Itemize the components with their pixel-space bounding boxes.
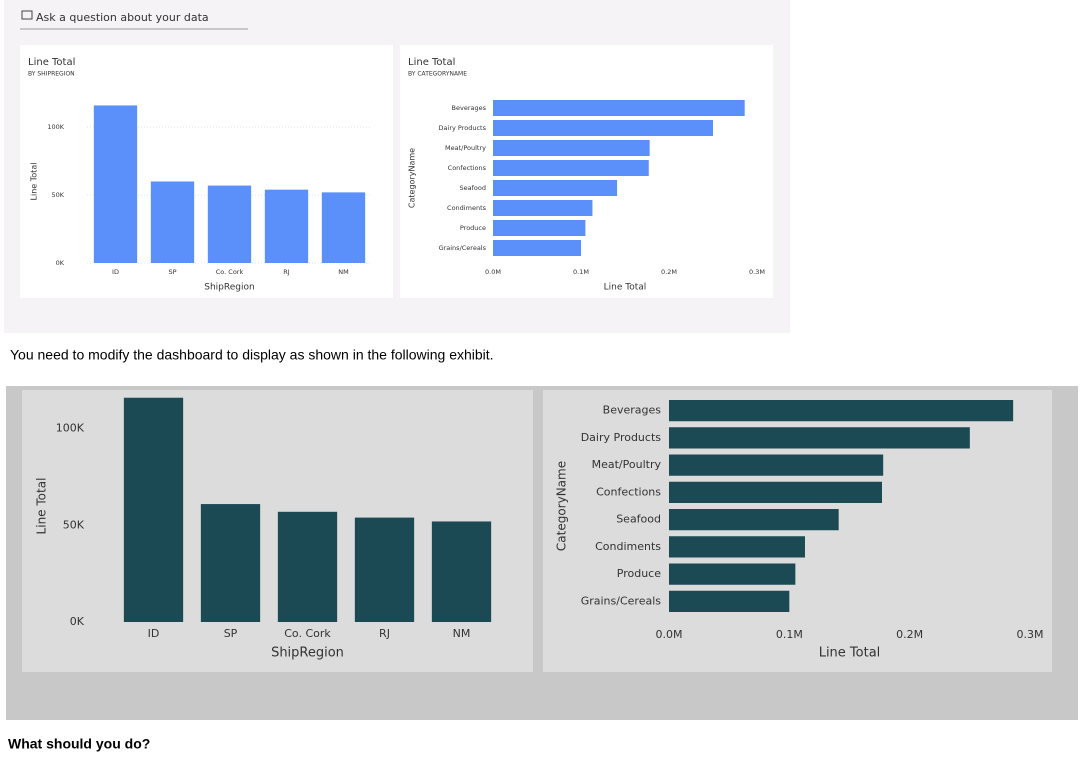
y-tick-label: Condiments [447,204,487,212]
bar [493,200,593,216]
bar [669,563,796,585]
x-tick-label: 0.1M [776,628,803,641]
y-tick-label: Produce [460,224,486,232]
y-tick-label: Confections [596,485,661,498]
y-axis-label: Line Total [35,478,49,535]
x-tick-label: 0.3M [749,268,765,276]
y-tick-label: 50K [51,191,64,199]
bar [493,160,649,176]
x-tick-label: Co. Cork [284,627,331,640]
bar [150,181,195,263]
bar [207,185,252,263]
y-tick-label: 100K [56,422,85,435]
x-tick-label: ID [112,268,119,276]
y-tick-label: 100K [47,123,64,131]
bar [93,105,138,263]
x-tick-label: 0.1M [573,268,589,276]
y-tick-label: Dairy Products [581,431,662,444]
bar [669,481,882,504]
bar [321,192,366,263]
bar [493,240,581,256]
x-axis-label: Line Total [604,283,647,293]
y-tick-label: Condiments [595,540,661,553]
x-tick-label: SP [224,627,238,640]
chart-title: Line Total [28,57,75,68]
bar [277,511,338,622]
x-tick-label: ID [148,627,160,640]
qa-prompt[interactable]: Ask a question about your data [36,11,209,24]
x-tick-label: NM [338,268,348,276]
y-axis-label: CategoryName [408,148,417,208]
y-tick-label: Dairy Products [439,124,487,132]
y-tick-label: Beverages [603,404,662,417]
bar [669,399,1014,422]
x-tick-label: 0.2M [896,628,923,641]
bar [354,517,415,622]
chart-title: Line Total [408,57,455,68]
bar [200,504,261,622]
x-axis-label: ShipRegion [204,283,254,293]
bar [264,189,309,263]
y-tick-label: Beverages [452,104,487,112]
y-tick-label: Produce [617,567,661,580]
question: What should you do? [8,736,150,752]
instruction: You need to modify the dashboard to disp… [10,347,494,363]
x-tick-label: 0.0M [485,268,501,276]
y-axis-label: CategoryName [555,461,569,551]
chart-subtitle: BY CATEGORYNAME [408,71,467,78]
bar [493,180,618,196]
y-tick-label: Grains/Cereals [581,594,662,607]
bar [669,536,805,558]
x-tick-label: RJ [283,268,290,276]
bar [669,590,790,613]
y-tick-label: Meat/Poultry [592,458,662,471]
qa-icon [21,10,33,20]
bar [493,100,745,116]
x-axis-label: ShipRegion [271,646,344,661]
x-axis-label: Line Total [819,646,881,661]
y-tick-label: Seafood [460,184,486,192]
y-tick-label: Confections [448,164,487,172]
y-tick-label: Meat/Poultry [445,144,486,152]
y-tick-label: 0K [56,259,65,267]
x-tick-label: 0.2M [661,268,677,276]
x-tick-label: RJ [379,627,390,640]
bar [123,397,184,622]
x-tick-label: Co. Cork [216,268,244,276]
bar [669,454,884,476]
x-tick-label: NM [453,627,471,640]
x-tick-label: 0.0M [656,628,683,641]
y-tick-label: 50K [63,518,85,531]
y-axis-label: Line Total [30,163,39,201]
bar [669,427,970,449]
y-tick-label: Grains/Cereals [439,244,487,252]
y-tick-label: Seafood [616,513,661,526]
bar [493,140,650,156]
y-tick-label: 0K [70,615,85,628]
bar [493,220,586,236]
chart-subtitle: BY SHIPREGION [28,71,75,78]
bar [669,508,839,531]
bar [493,120,713,136]
bar [431,521,492,622]
x-tick-label: SP [168,268,176,276]
x-tick-label: 0.3M [1017,628,1044,641]
